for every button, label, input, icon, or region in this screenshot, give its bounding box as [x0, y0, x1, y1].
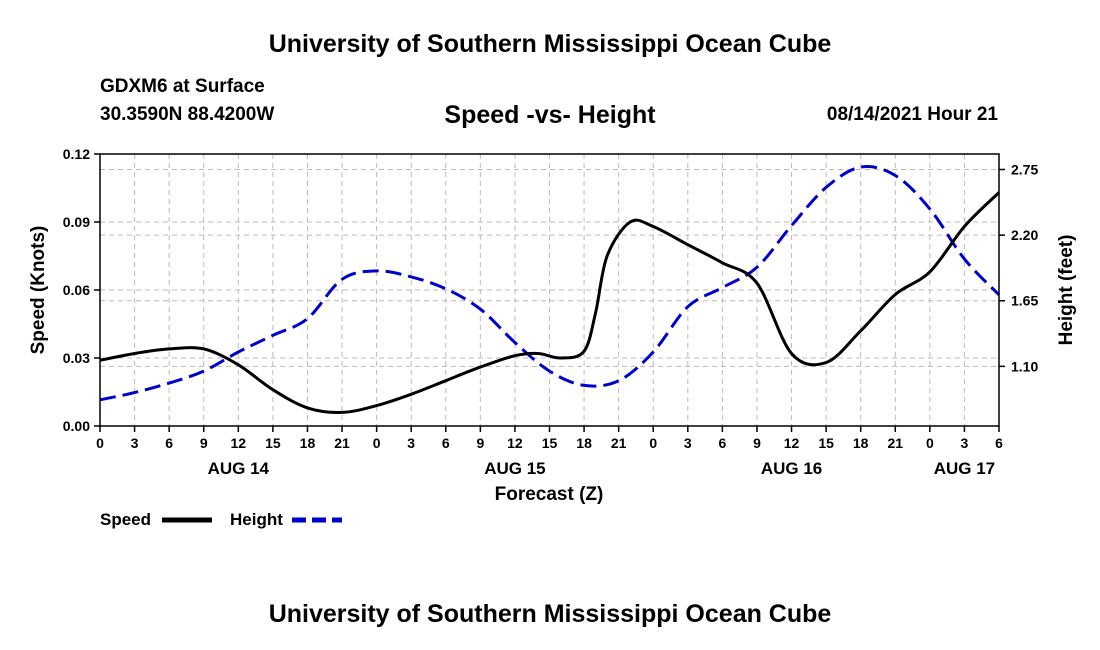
day-label: AUG 14	[208, 459, 270, 478]
x-tick-label: 9	[753, 435, 761, 451]
y-tick-label: 0.03	[63, 350, 90, 366]
x-tick-label: 0	[96, 435, 104, 451]
x-tick-label: 9	[200, 435, 208, 451]
y2-tick-label: 1.65	[1011, 293, 1038, 309]
y2-tick-label: 2.75	[1011, 162, 1038, 178]
x-tick-label: 9	[476, 435, 484, 451]
x-tick-label: 15	[265, 435, 281, 451]
x-tick-label: 21	[611, 435, 627, 451]
x-tick-label: 0	[926, 435, 934, 451]
forecast-datetime: 08/14/2021 Hour 21	[826, 104, 998, 125]
x-axis-title: Forecast (Z)	[495, 484, 604, 505]
y-tick-label: 0.12	[63, 146, 90, 162]
speed-series-line	[99, 191, 1001, 414]
x-tick-label: 15	[542, 435, 558, 451]
x-tick-label: 12	[231, 435, 247, 451]
series-group	[99, 165, 1001, 414]
day-label: AUG 17	[934, 459, 995, 478]
x-tick-label: 21	[887, 435, 903, 451]
height-series-line	[99, 165, 1001, 402]
y2-tick-label: 2.20	[1011, 227, 1038, 243]
x-tick-label: 6	[718, 435, 726, 451]
x-tick-label: 12	[507, 435, 523, 451]
day-label: AUG 16	[761, 459, 822, 478]
x-tick-label: 15	[818, 435, 834, 451]
legend: Speed Height	[100, 510, 342, 529]
x-tick-label: 3	[131, 435, 139, 451]
x-tick-label: 3	[684, 435, 692, 451]
x-tick-label: 0	[373, 435, 381, 451]
x-tick-label: 21	[334, 435, 350, 451]
y-tick-label: 0.00	[63, 418, 90, 434]
x-tick-label: 18	[576, 435, 592, 451]
axes-group: 0 3 6 9 12 15 18 21 0 3 6 9 12 15 18 21 0 3 6 9 12 15 18 21 0 3 6A…	[63, 146, 1039, 478]
y-tick-label: 0.09	[63, 214, 90, 230]
legend-height-label: Height	[230, 510, 283, 529]
page-title: University of Southern Mississippi Ocean…	[268, 30, 832, 58]
x-tick-label: 12	[784, 435, 800, 451]
y-axis-title: Speed (Knots)	[28, 226, 49, 355]
x-tick-label: 6	[165, 435, 173, 451]
y-tick-label: 0.06	[63, 282, 90, 298]
x-tick-label: 6	[442, 435, 450, 451]
legend-speed-label: Speed	[100, 510, 151, 529]
x-tick-label: 3	[961, 435, 969, 451]
x-tick-label: 18	[853, 435, 869, 451]
day-label: AUG 15	[484, 459, 545, 478]
grid-lines	[100, 154, 999, 426]
x-tick-label: 3	[407, 435, 415, 451]
y2-tick-label: 1.10	[1011, 358, 1038, 374]
footer-title: University of Southern Mississippi Ocean…	[268, 600, 832, 628]
x-tick-label: 18	[300, 435, 316, 451]
chart-title: Speed -vs- Height	[444, 101, 656, 129]
x-tick-label: 6	[995, 435, 1003, 451]
y2-axis-title: Height (feet)	[1056, 235, 1077, 346]
coordinates-label: 30.3590N 88.4200W	[100, 104, 275, 125]
x-tick-label: 0	[649, 435, 657, 451]
station-label: GDXM6 at Surface	[100, 76, 265, 97]
